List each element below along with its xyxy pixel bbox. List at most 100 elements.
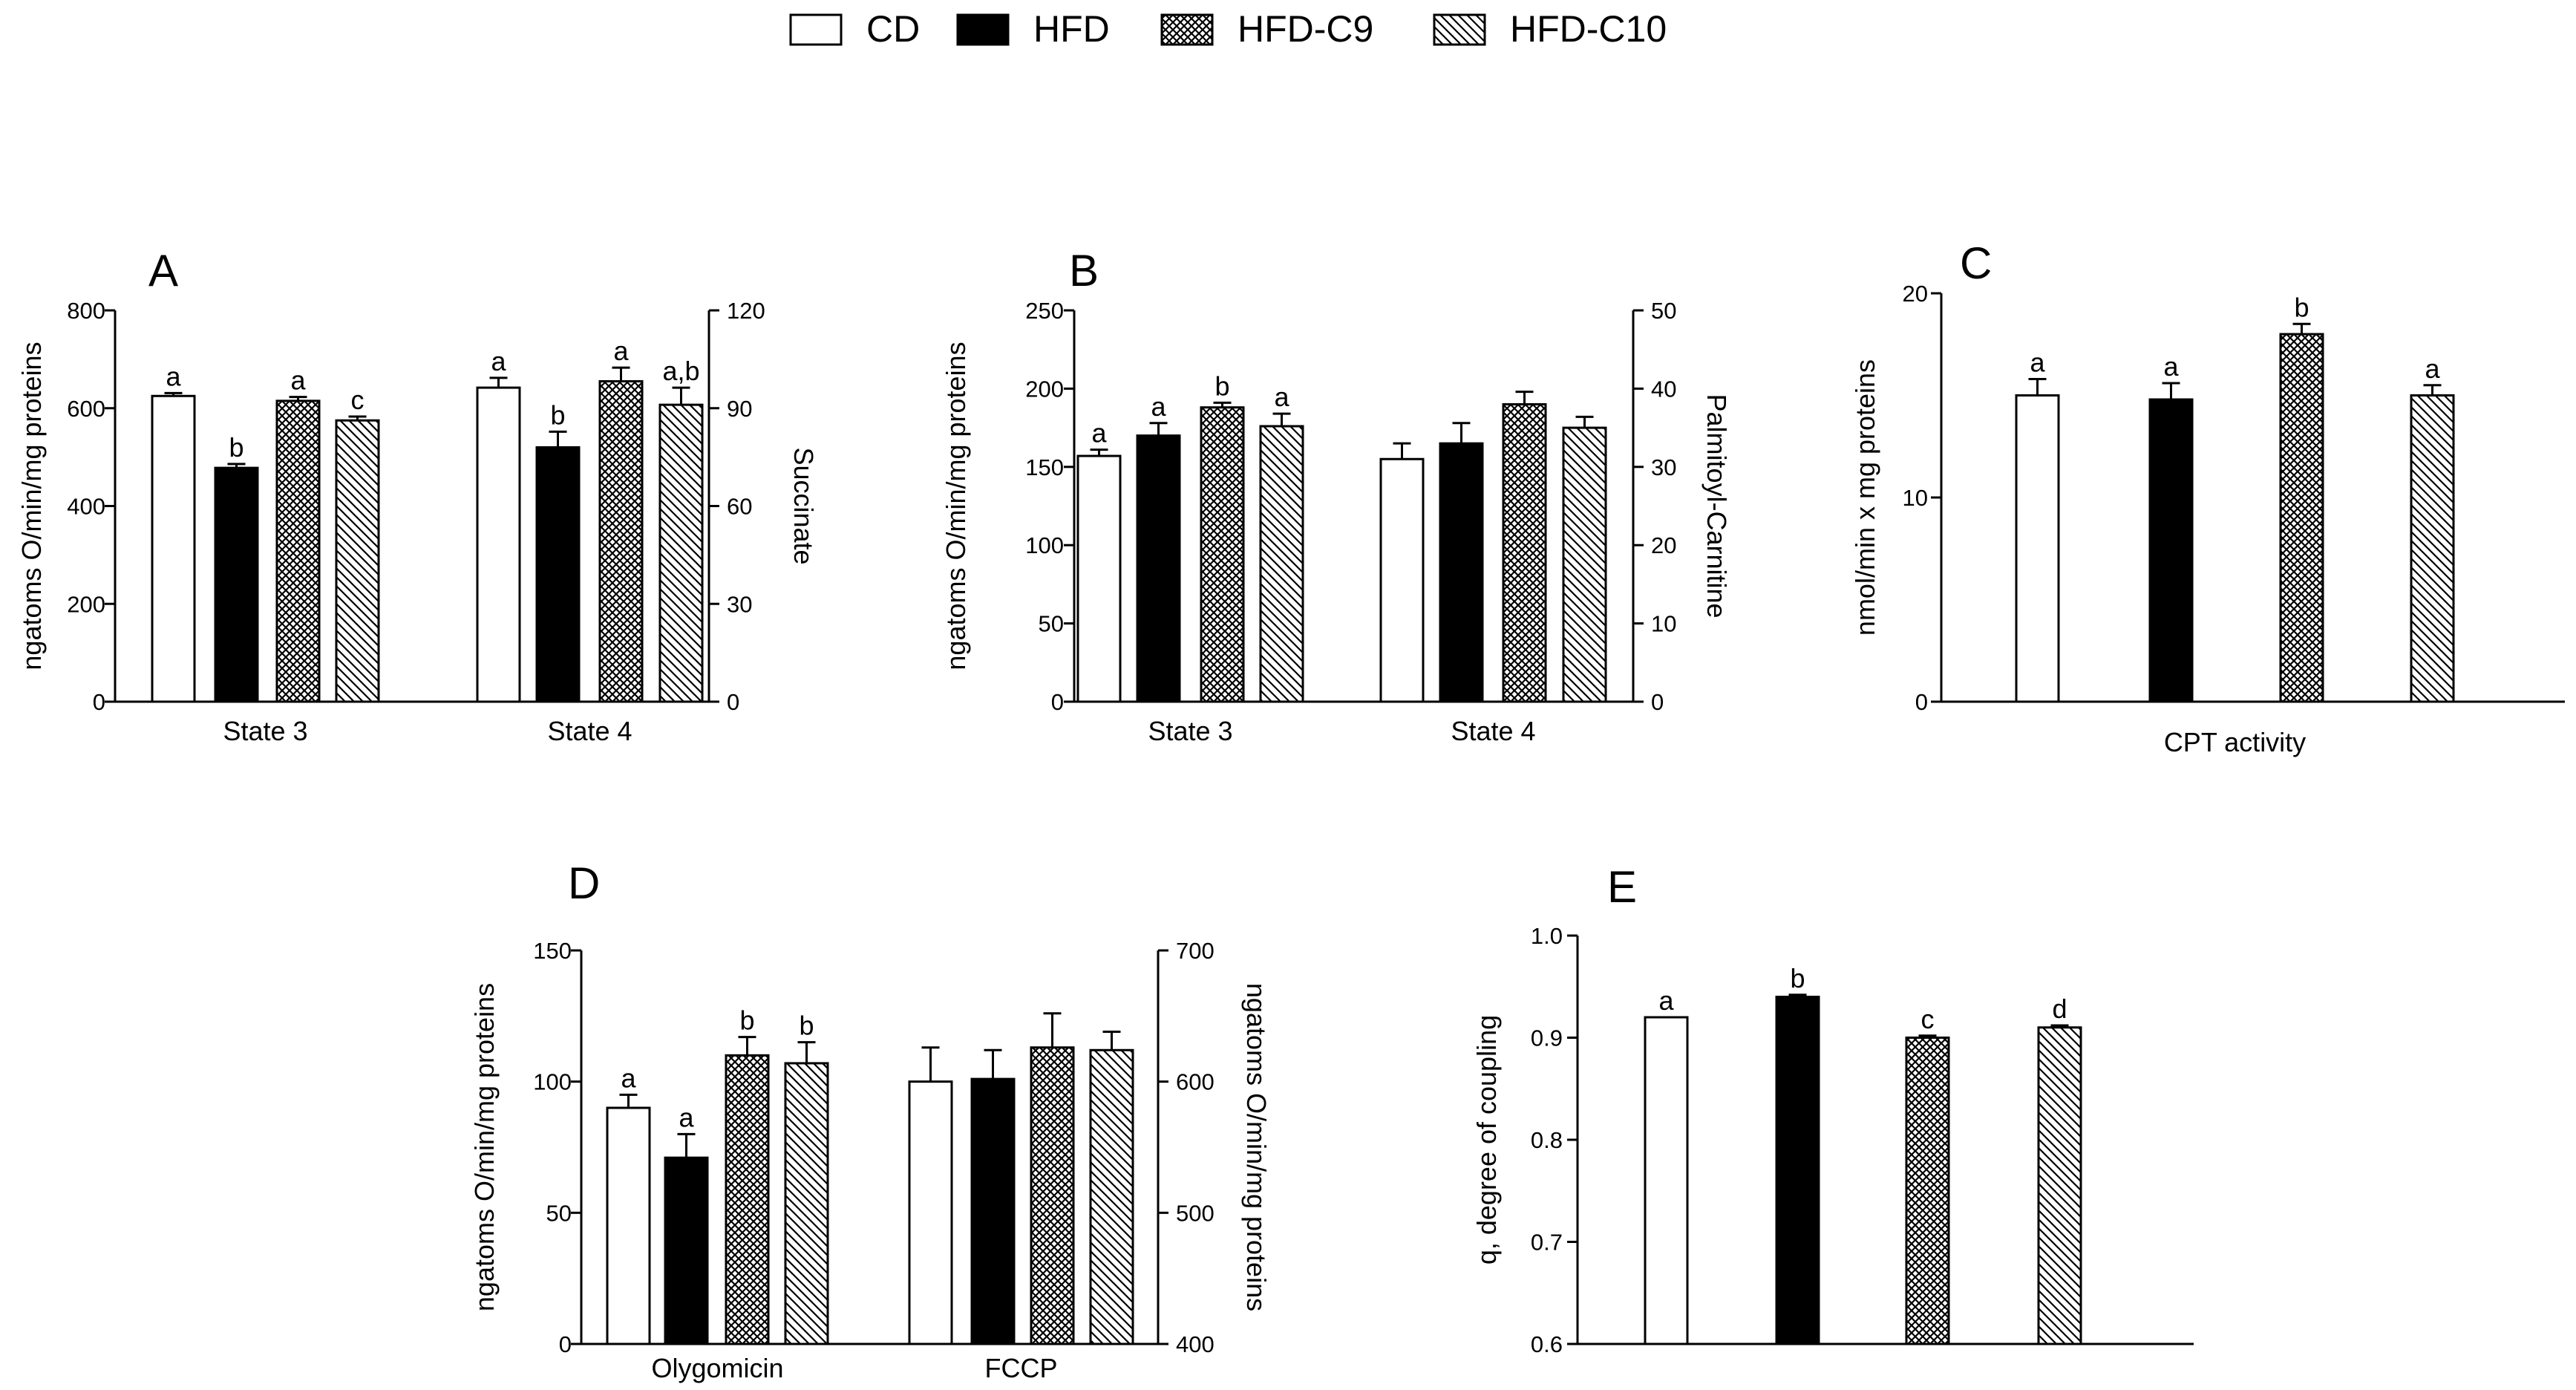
legend-label-2: HFD-C9 — [1238, 8, 1373, 50]
error-bar — [1918, 1034, 1937, 1038]
bar-hfd-1 — [535, 446, 581, 703]
y-tick-label: 0 — [1051, 689, 1064, 715]
category-label: State 4 — [1451, 716, 1535, 746]
significance-letter: a — [491, 346, 506, 376]
panel-label: D — [568, 858, 600, 908]
error-bar — [1575, 415, 1594, 428]
error-bar — [984, 1048, 1002, 1080]
error-bar — [1515, 391, 1534, 405]
y-tick-label: 250 — [1025, 298, 1064, 324]
panel-label: A — [148, 246, 178, 296]
significance-letter: c — [1921, 1004, 1935, 1034]
y2-tick-label: 40 — [1651, 376, 1676, 402]
significance-letter: a — [2163, 351, 2179, 382]
y2-tick-label: 10 — [1651, 611, 1676, 637]
error-bar — [348, 415, 367, 421]
bar-hfd-c9-0 — [1200, 406, 1245, 703]
bar-hfd-0 — [1136, 434, 1181, 703]
y2-tick-label: 90 — [727, 396, 752, 422]
category-label: FCCP — [985, 1353, 1058, 1383]
error-bar — [2162, 382, 2180, 399]
y2-tick-label: 700 — [1176, 938, 1215, 964]
y-tick-label: 0.6 — [1531, 1331, 1563, 1357]
y-tick-label: 150 — [1025, 454, 1064, 480]
significance-letter: b — [1790, 963, 1805, 993]
panel-b: B 0 50 100 150 200 250 0 10 20 30 40 50 Palmitoyl-Car… — [941, 246, 1732, 746]
bar-cd-0 — [1076, 454, 1122, 703]
error-bar — [672, 386, 690, 405]
significance-letter: a — [166, 361, 181, 391]
error-bar — [797, 1041, 816, 1063]
y2-tick-label: 0 — [727, 689, 739, 715]
y-tick-label: 1.0 — [1531, 923, 1563, 949]
bar-cd-1 — [476, 386, 521, 703]
legend-swatch-3 — [1433, 13, 1486, 46]
error-bar — [738, 1036, 756, 1056]
significance-letter: b — [1215, 371, 1229, 401]
error-bar — [1149, 422, 1168, 436]
significance-letter: b — [2294, 292, 2309, 322]
error-bar — [619, 1093, 638, 1108]
y-tick-label: 0 — [1915, 689, 1928, 715]
significance-letter: a — [1658, 985, 1674, 1016]
bar-hfd-c9-1 — [1502, 402, 1547, 703]
bar-hfd-c9-0 — [725, 1054, 770, 1345]
error-bar — [612, 366, 630, 382]
error-bar — [549, 430, 567, 448]
bar-hfd-c10-0 — [2410, 394, 2455, 703]
error-bar — [1788, 993, 1807, 997]
error-bar — [2423, 384, 2442, 396]
legend-swatch-0 — [789, 13, 843, 46]
x-axis-title: CPT activity — [2164, 727, 2306, 757]
y2-axis-title: ngatoms O/min/mg proteins — [1241, 983, 1272, 1311]
error-bar — [677, 1132, 696, 1158]
legend-label-0: CD — [866, 8, 920, 50]
y-tick-label: 150 — [533, 938, 572, 964]
legend-swatch-2 — [1160, 13, 1214, 46]
error-bar — [2028, 378, 2047, 396]
y-tick-label: 0 — [93, 689, 105, 715]
significance-letter: a — [1091, 418, 1107, 448]
y2-tick-label: 500 — [1176, 1200, 1215, 1226]
y-tick-label: 50 — [1039, 611, 1064, 637]
significance-letter: a — [679, 1102, 694, 1132]
y-axis-title: nmol/min x mg proteins — [1850, 359, 1880, 636]
error-bar — [227, 463, 246, 469]
y-tick-label: 0.8 — [1531, 1127, 1563, 1153]
error-bar — [164, 391, 183, 397]
bar-hfd-c9-1 — [598, 380, 644, 703]
error-bar — [1043, 1012, 1062, 1048]
category-label: State 3 — [1148, 716, 1232, 746]
bar-hfd-1 — [1439, 442, 1484, 703]
bar-cd-0 — [606, 1106, 651, 1345]
panels: A02004006008000306090120Succinatengatoms… — [16, 238, 2565, 1383]
bar-hfd-c10-1 — [1089, 1048, 1134, 1345]
panel-c: C 0 10 20 nmol/min x mg proteins a a b a CPT acti… — [1850, 238, 2565, 757]
panel-d: D 0 50 100 150 400 500 600 700 ngatoms O/min/mg p… — [469, 858, 1272, 1383]
category-label: State 4 — [547, 716, 632, 746]
legend-label-1: HFD — [1033, 8, 1110, 50]
error-bar — [1272, 412, 1291, 426]
error-bar — [1393, 442, 1411, 460]
y-tick-label: 800 — [67, 298, 105, 324]
y2-axis-title: Palmitoyl-Carnitine — [1701, 394, 1732, 618]
error-bar — [489, 376, 508, 388]
y-tick-label: 0.7 — [1531, 1230, 1563, 1256]
significance-letter: b — [739, 1005, 754, 1036]
bar-hfd-c10-1 — [1562, 426, 1607, 703]
y-axis-title: ngatoms O/min/mg proteins — [469, 983, 500, 1311]
y2-tick-label: 600 — [1176, 1069, 1215, 1095]
y2-axis-title: Succinate — [788, 447, 819, 564]
y-tick-label: 200 — [1025, 376, 1064, 402]
bar-hfd-c9-0 — [2279, 333, 2324, 703]
legend: CD HFD HFD-C9 HFD-C10 — [789, 8, 1667, 50]
significance-letter: a — [613, 336, 629, 366]
bar-hfd-1 — [970, 1077, 1016, 1345]
y2-tick-label: 30 — [1651, 454, 1676, 480]
significance-letter: b — [799, 1011, 814, 1041]
bar-hfd-c10-0 — [2037, 1026, 2082, 1345]
legend-swatch-1 — [956, 13, 1010, 46]
bar-hfd-c10-1 — [658, 403, 704, 703]
y2-tick-label: 0 — [1651, 689, 1664, 715]
